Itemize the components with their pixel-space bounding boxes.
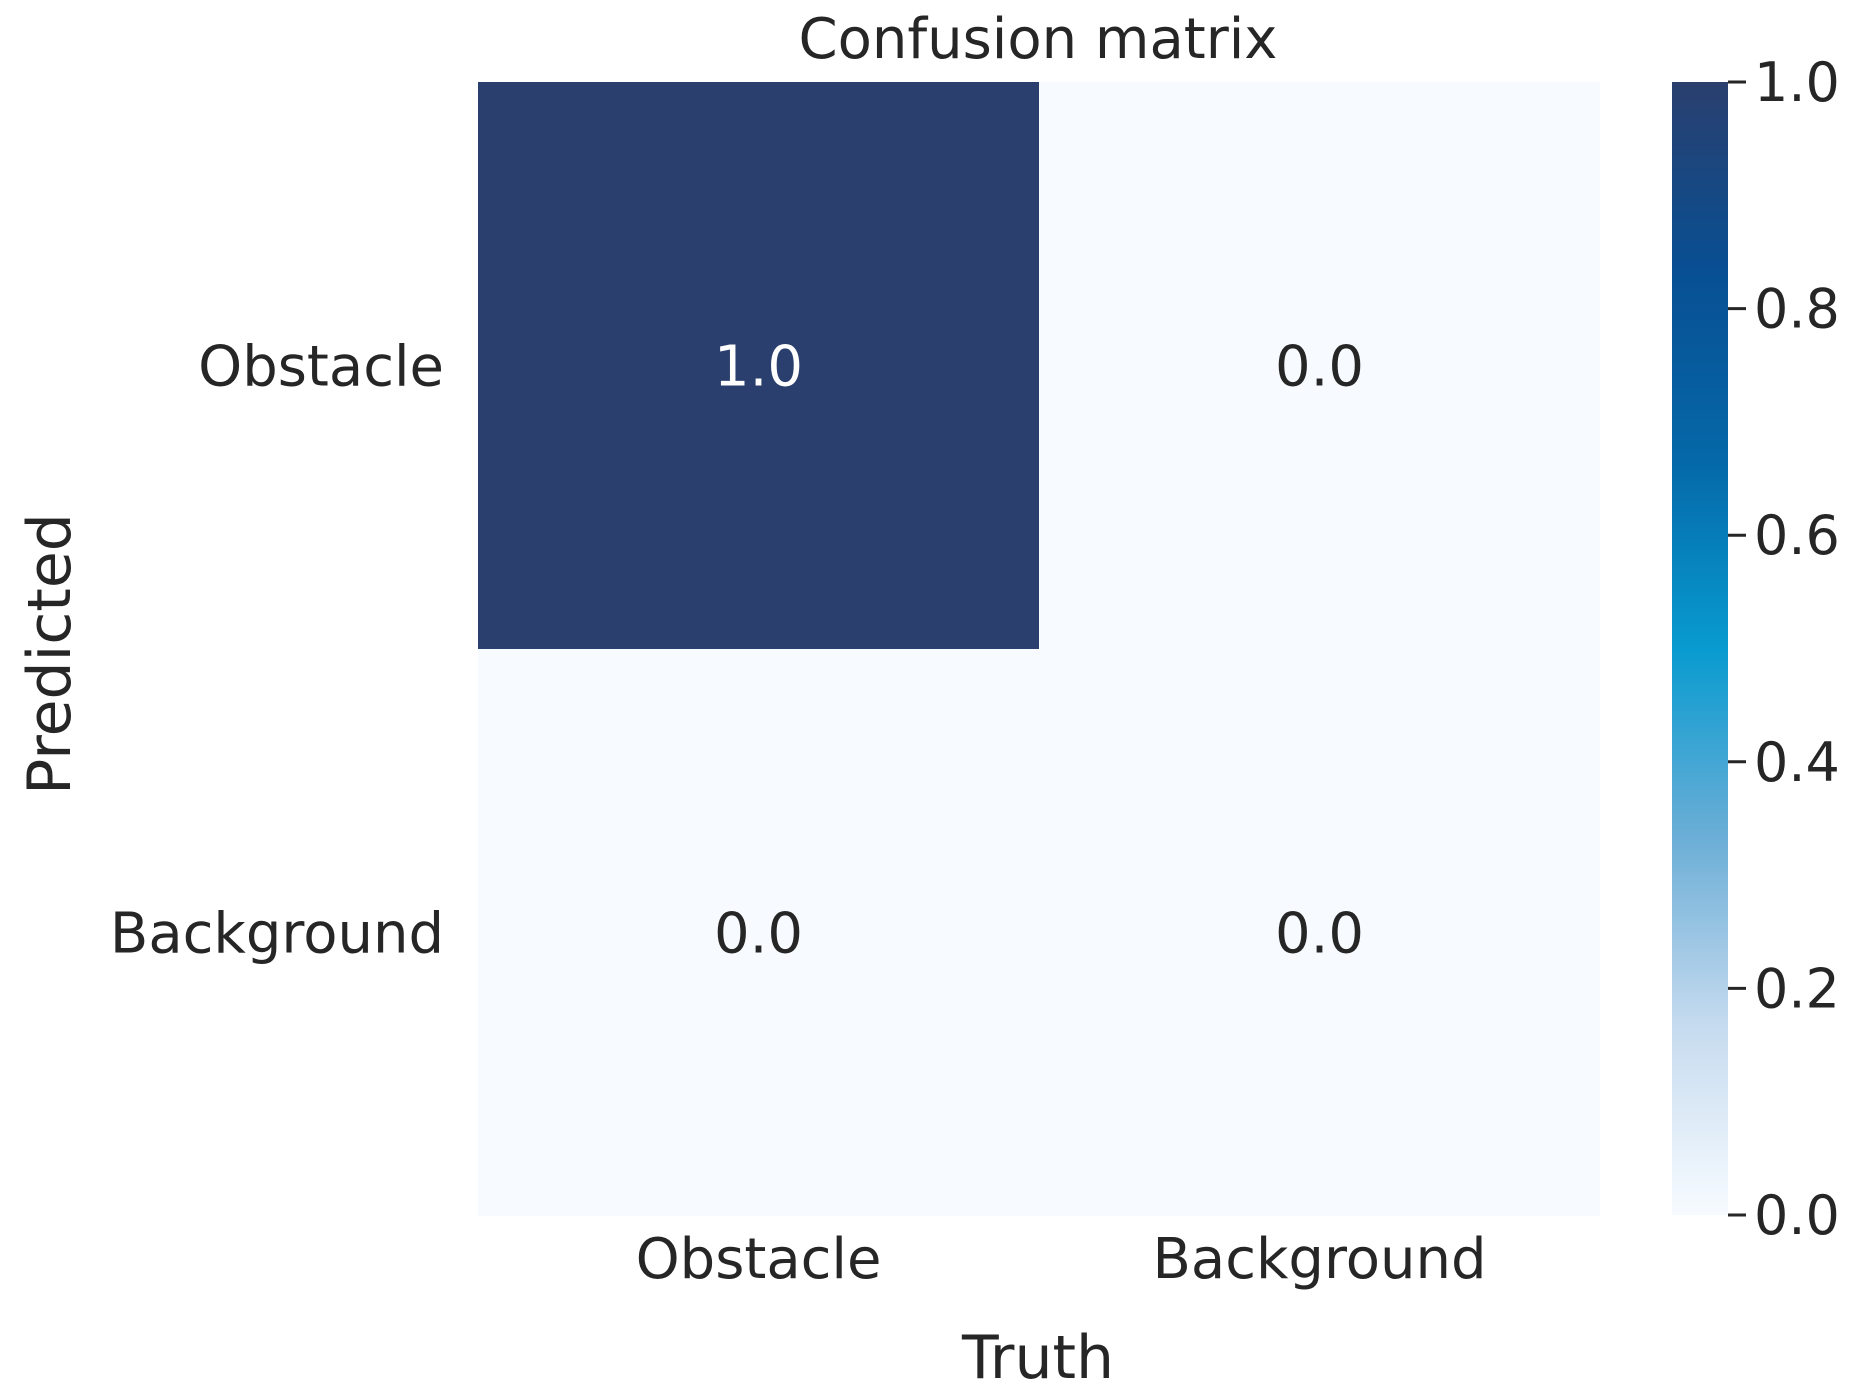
colorbar-tick-label: 1.0 — [1754, 51, 1840, 114]
x-axis-label: Truth — [961, 1323, 1114, 1389]
cell-value-label: 0.0 — [1275, 335, 1364, 400]
heatmap-cell — [478, 82, 1039, 649]
y-axis-ticks: Obstacle Background — [110, 335, 444, 967]
colorbar-ticks: 0.0 0.2 0.4 0.6 0.8 1.0 — [1728, 51, 1840, 1247]
y-tick-label: Background — [110, 902, 444, 967]
y-tick-label: Obstacle — [198, 335, 444, 400]
cell-value-label: 0.0 — [714, 902, 803, 967]
colorbar-tick-label: 0.2 — [1754, 957, 1840, 1020]
heatmap-cell — [1039, 649, 1600, 1216]
x-tick-label: Obstacle — [636, 1227, 882, 1292]
cell-annotations: 1.0 0.0 0.0 0.0 — [714, 335, 1364, 967]
cell-value-label: 1.0 — [714, 335, 803, 400]
heatmap-cell — [1039, 82, 1600, 649]
y-axis-label: Predicted — [15, 513, 85, 795]
cell-value-label: 0.0 — [1275, 902, 1364, 967]
colorbar-tick-label: 0.0 — [1754, 1184, 1840, 1247]
colorbar — [1672, 82, 1728, 1215]
x-tick-label: Background — [1152, 1227, 1486, 1292]
colorbar-tick-label: 0.8 — [1754, 278, 1840, 341]
x-axis-ticks: Obstacle Background — [636, 1227, 1487, 1292]
colorbar-tick-label: 0.6 — [1754, 504, 1840, 567]
heatmap-grid — [478, 82, 1600, 1216]
heatmap-cell — [478, 649, 1039, 1216]
chart-title: Confusion matrix — [799, 7, 1278, 72]
colorbar-tick-label: 0.4 — [1754, 731, 1840, 794]
